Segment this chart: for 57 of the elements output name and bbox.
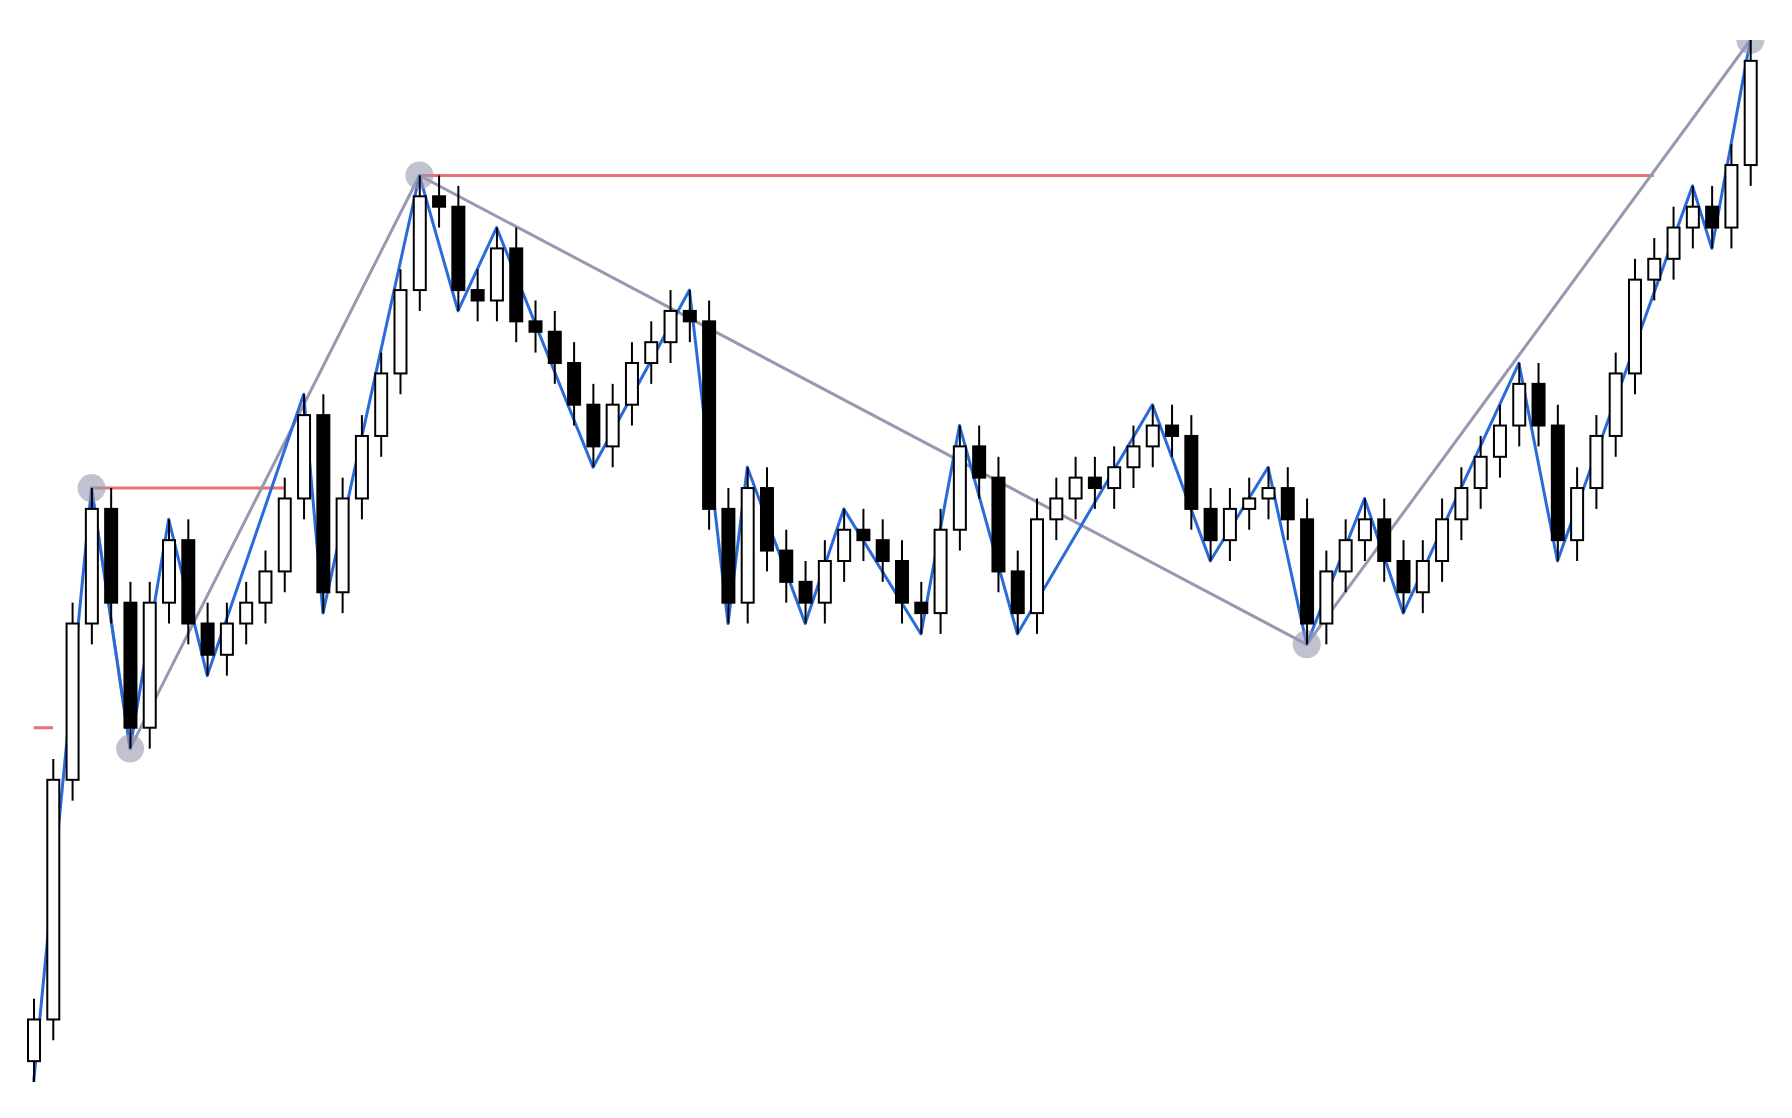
candlestick [1049,476,1064,542]
candlestick [1261,466,1276,521]
candlestick [567,341,582,427]
candlestick [1010,549,1025,635]
candlestick [914,580,929,635]
candlestick [432,174,447,229]
candlestick [586,382,601,469]
candlestick [972,424,987,500]
candlestick [1126,424,1141,490]
candlestick [200,601,215,677]
candlestick [663,289,678,365]
candlestick [624,341,639,427]
candlestick [875,518,890,583]
candlestick [1087,455,1102,510]
candlestick [817,539,832,625]
candlestick [470,268,485,323]
candlestick [1454,466,1469,542]
candlestick [1705,184,1720,250]
candlestick [682,289,697,344]
candlestick [1647,236,1662,302]
candlestick [219,601,234,677]
candlestick [27,997,41,1082]
candlestick [239,580,254,646]
candlestick [1377,497,1392,583]
candlestick [1512,362,1527,448]
candlestick [1415,539,1430,615]
candlestick [258,549,273,625]
candlestick [1145,403,1160,469]
candlestick [1685,184,1700,250]
candlestick [779,528,794,604]
candlestick [837,507,852,583]
candlestick [1222,487,1237,562]
candlestick [1338,518,1353,594]
candlestick [1531,362,1546,448]
candlestick [1280,466,1295,542]
candlestick [895,539,909,625]
candlestick [1068,455,1083,521]
candlestick [1666,205,1681,281]
point [405,161,434,190]
candlestick [1203,487,1218,562]
candlestick [1165,403,1180,458]
candlestick [1492,403,1507,479]
candlestick [798,560,813,625]
candlestick [644,320,659,385]
candlestick [528,299,543,354]
candlestick [1107,445,1122,510]
point [77,474,106,503]
point [1292,630,1321,659]
candlestick [1435,497,1450,583]
point [116,734,145,763]
candlestick [547,309,562,385]
candlestick [605,382,620,469]
candlestick [1473,434,1488,510]
candlestick [1396,539,1411,615]
candlestick [1357,497,1372,562]
candlestick [856,507,871,562]
candlestick [1242,476,1257,531]
